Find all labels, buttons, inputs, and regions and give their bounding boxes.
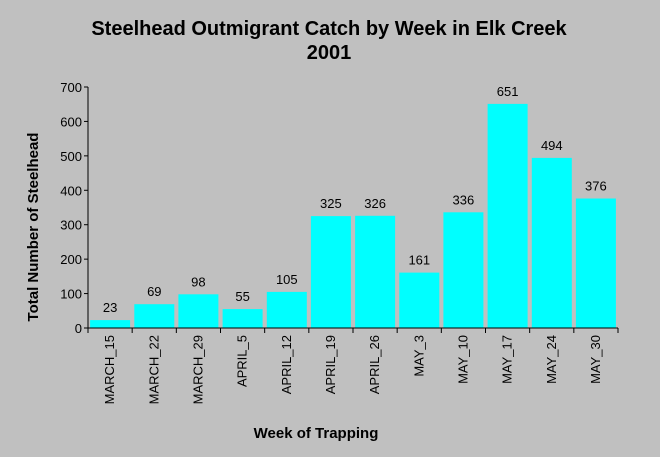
bar xyxy=(355,215,396,328)
data-label: 98 xyxy=(191,274,205,289)
data-label: 105 xyxy=(276,272,298,287)
y-tick-label: 600 xyxy=(60,114,82,129)
data-label: 161 xyxy=(408,253,430,268)
bar xyxy=(531,157,572,328)
y-tick-label: 500 xyxy=(60,149,82,164)
data-label: 336 xyxy=(453,192,475,207)
bar xyxy=(487,103,528,329)
bar xyxy=(443,212,484,328)
bar xyxy=(178,294,219,328)
data-label: 326 xyxy=(364,196,386,211)
bar xyxy=(266,291,307,328)
bar xyxy=(399,272,440,328)
data-label: 494 xyxy=(541,138,563,153)
y-tick-label: 400 xyxy=(60,183,82,198)
data-label: 55 xyxy=(235,289,249,304)
bar xyxy=(90,320,131,328)
bar xyxy=(222,309,263,328)
y-axis-title: Total Number of Steelhead xyxy=(25,133,42,322)
x-tick-label: APRIL_12 xyxy=(279,335,294,394)
data-label: 376 xyxy=(585,179,607,194)
x-tick-label: MARCH_15 xyxy=(102,335,117,404)
y-tick-label: 700 xyxy=(60,80,82,95)
y-tick-label: 200 xyxy=(60,252,82,267)
y-tick-label: 0 xyxy=(75,321,82,336)
x-tick-label: MARCH_22 xyxy=(146,335,161,404)
data-label: 325 xyxy=(320,196,342,211)
x-tick-label: MAY_24 xyxy=(544,335,559,384)
y-tick-label: 300 xyxy=(60,218,82,233)
plot-area: 23 69 98 55 105 325 326 161 336 651 494 376 0 100 200 3… xyxy=(60,80,619,404)
bar xyxy=(310,216,351,328)
chart-title: Steelhead Outmigrant Catch by Week in El… xyxy=(91,18,567,40)
x-tick-label: APRIL_26 xyxy=(367,335,382,394)
data-label: 69 xyxy=(147,284,161,299)
y-tick-label: 100 xyxy=(60,287,82,302)
x-tick-label: MAY_3 xyxy=(411,335,426,377)
x-tick-label: APRIL_5 xyxy=(235,335,250,387)
data-label: 23 xyxy=(103,300,117,315)
bar xyxy=(575,198,616,328)
chart-subtitle: 2001 xyxy=(307,42,352,64)
x-tick-label: MARCH_29 xyxy=(190,335,205,404)
data-label: 651 xyxy=(497,84,519,99)
x-tick-label: MAY_10 xyxy=(455,335,470,384)
x-tick-label: MAY_17 xyxy=(500,335,515,384)
x-axis-title: Week of Trapping xyxy=(254,425,379,442)
x-tick-label: APRIL_19 xyxy=(323,335,338,394)
bar xyxy=(134,304,175,328)
x-tick-label: MAY_30 xyxy=(588,335,603,384)
